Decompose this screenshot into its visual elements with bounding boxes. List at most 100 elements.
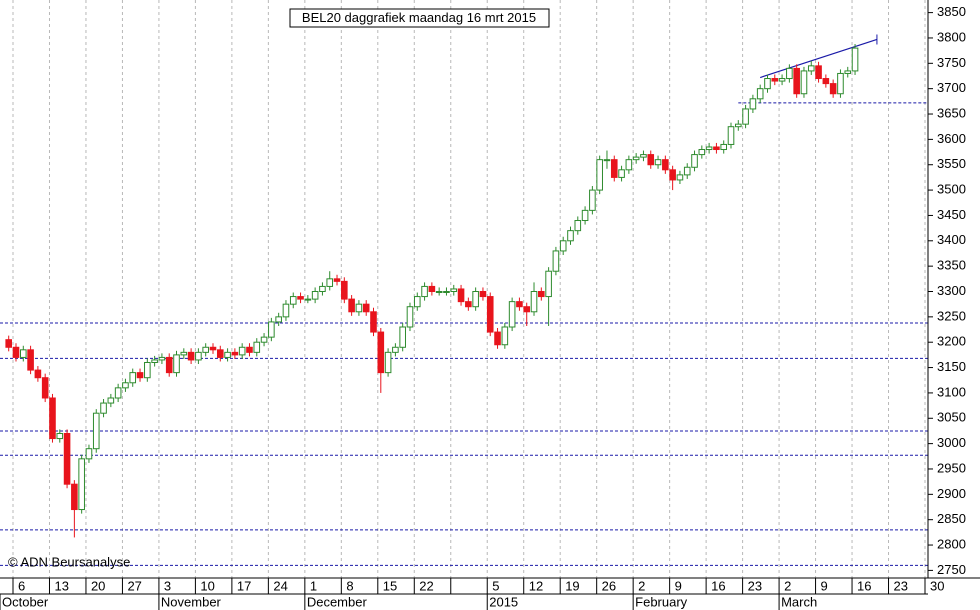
candle-body [844, 70, 852, 74]
candle-body [392, 346, 399, 353]
candle-body [311, 291, 319, 300]
candle-body [180, 351, 188, 356]
candle-body [158, 356, 166, 361]
candle-body [501, 326, 509, 346]
candle-body [552, 250, 560, 272]
candle-body [698, 149, 706, 156]
y-tick-label: 3800 [937, 29, 966, 44]
candle-body [129, 372, 137, 384]
candle-body [800, 70, 808, 95]
candle-body [406, 306, 414, 328]
x-tick-label: 10 [200, 578, 214, 593]
candle-body [559, 240, 567, 252]
candle-body [253, 341, 261, 353]
candle-body [705, 146, 713, 151]
candle-body [355, 303, 363, 313]
candle-body [326, 278, 334, 287]
x-tick-label: 15 [383, 578, 397, 593]
candle-body [516, 301, 523, 308]
month-label: November [161, 594, 222, 609]
candle-body [778, 78, 786, 82]
candle-body [421, 285, 428, 298]
y-tick-label: 3050 [937, 410, 966, 425]
candle-body [465, 301, 472, 308]
candle-body [837, 72, 844, 95]
candle-body [151, 359, 158, 363]
candle-body [596, 159, 603, 191]
candle-body [530, 291, 538, 313]
month-label: February [635, 594, 688, 609]
candle-body [428, 285, 436, 292]
y-tick-label: 3350 [937, 258, 966, 273]
candle-body [268, 321, 275, 338]
y-tick-label: 3650 [937, 105, 966, 120]
candle-body [107, 397, 115, 404]
candle-body [282, 303, 290, 318]
candle-body [348, 298, 355, 313]
marks [0, 34, 928, 566]
candle-body [720, 143, 728, 151]
candle-body [289, 296, 297, 305]
candle-body [231, 351, 239, 356]
candle-body [771, 78, 779, 82]
candle-body [384, 351, 392, 374]
candle-body [114, 387, 122, 399]
candle-body [399, 326, 406, 348]
month-label: October [2, 594, 49, 609]
candle-body [34, 369, 42, 379]
y-tick-label: 3750 [937, 55, 966, 70]
x-tick-label: 8 [346, 578, 353, 593]
candle-body [122, 382, 129, 389]
candle-body [647, 154, 655, 166]
candle-body [654, 159, 662, 166]
candle-body [195, 351, 202, 361]
x-tick-label: 24 [273, 578, 287, 593]
candle-body [735, 123, 742, 128]
x-tick-label: 23 [748, 578, 762, 593]
x-tick-label: 1 [310, 578, 317, 593]
x-tick-label: 9 [821, 578, 828, 593]
y-tick-label: 3850 [937, 4, 966, 19]
y-tick-label: 3700 [937, 80, 966, 95]
candle-body [523, 306, 531, 313]
trendline [760, 38, 878, 79]
candle-body [574, 220, 582, 232]
candle-body [640, 154, 647, 158]
candle-body [727, 126, 735, 145]
candle-body [683, 166, 691, 176]
month-label: December [307, 594, 368, 609]
candle-body [275, 316, 282, 323]
candle-body [304, 298, 312, 301]
candle-body [209, 346, 217, 351]
y-tick-label: 3500 [937, 182, 966, 197]
candle-body [457, 288, 465, 303]
x-tick-label: 5 [492, 578, 499, 593]
x-tick-label: 13 [54, 578, 68, 593]
candle-body [19, 349, 27, 358]
candle-body [49, 397, 56, 440]
candle-body [41, 377, 49, 399]
x-tick-label: 16 [857, 578, 871, 593]
candle-body [538, 291, 545, 298]
y-tick-label: 2750 [937, 562, 966, 577]
candle-body [618, 169, 625, 178]
candle-body [362, 303, 370, 313]
x-tick-label: 2 [638, 578, 645, 593]
x-tick-label: 3 [164, 578, 171, 593]
candle-body [370, 311, 377, 333]
x-tick-label: 2 [784, 578, 791, 593]
candle-body [27, 349, 34, 371]
x-tick-label: 6 [18, 578, 25, 593]
x-tick-label: 30 [930, 578, 944, 593]
candle-body [260, 336, 268, 343]
x-tick-label: 17 [237, 578, 251, 593]
candle-body [822, 78, 830, 85]
candle-body [545, 270, 552, 298]
candle-body [786, 67, 793, 80]
candle-body [486, 296, 494, 333]
y-tick-label: 3000 [937, 435, 966, 450]
candle-body [851, 47, 859, 72]
candle-body [85, 448, 93, 460]
y-tick-label: 2950 [937, 460, 966, 475]
